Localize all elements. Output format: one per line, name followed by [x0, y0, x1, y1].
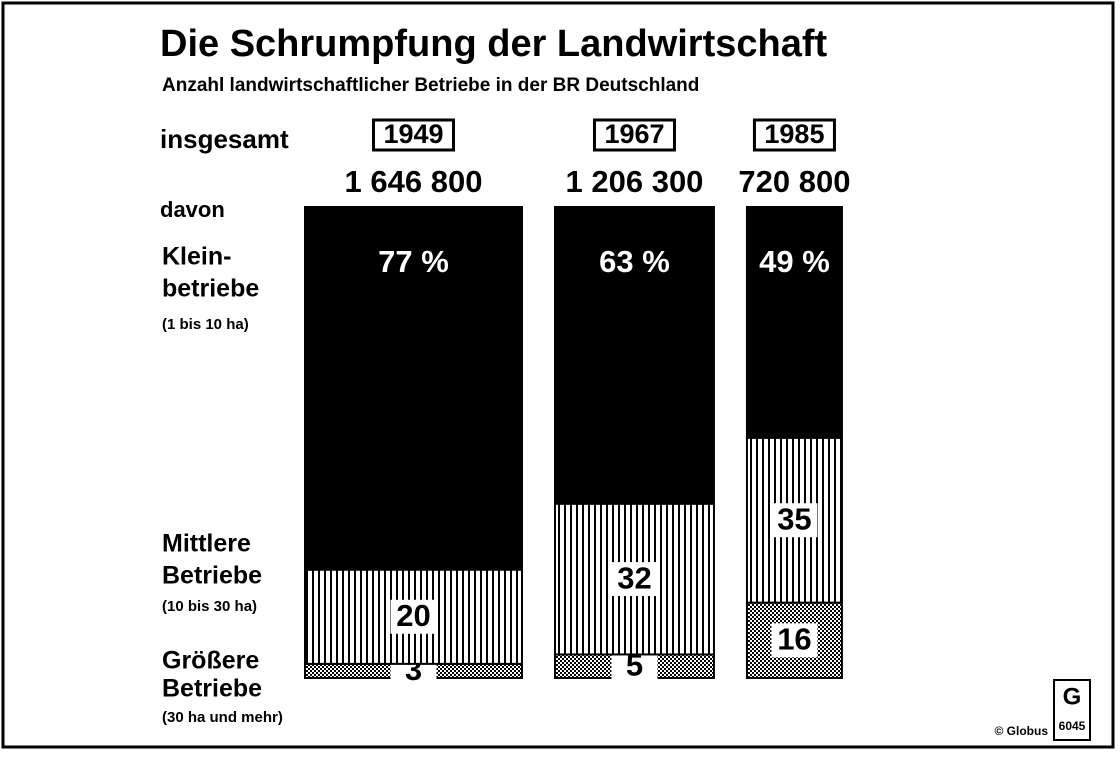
- value-label: 20: [396, 598, 430, 633]
- chart-subtitle: Anzahl landwirtschaftlicher Betriebe in …: [162, 75, 699, 96]
- source: © Globus: [994, 724, 1048, 738]
- code: 6045: [1059, 719, 1086, 733]
- value-label: 77 %: [378, 244, 449, 279]
- value-label: 32: [617, 560, 651, 595]
- x-tick-label: 1967: [604, 119, 664, 149]
- year-box: [752, 118, 836, 152]
- bar-segment: [304, 206, 523, 571]
- bar-segment: [745, 206, 843, 439]
- total-label: 720 800: [738, 164, 850, 199]
- breakdown-label: davon: [160, 197, 225, 222]
- value-label-bg: [390, 599, 437, 634]
- value-label-bg: [611, 562, 658, 597]
- value-label: 5: [626, 647, 643, 682]
- totals-label: insgesamt: [160, 124, 289, 154]
- logo: G: [1063, 683, 1082, 710]
- legend-size: (30 ha und mehr): [162, 709, 283, 726]
- x-tick-label: 1949: [383, 119, 443, 149]
- x-tick-label: 1985: [764, 119, 824, 149]
- legend-size: (1 bis 10 ha): [162, 316, 249, 333]
- legend-label: Größere: [162, 647, 259, 675]
- legend-label: betriebe: [162, 275, 259, 303]
- value-label: 16: [777, 622, 811, 657]
- value-label: 49 %: [759, 244, 830, 279]
- year-box: [372, 118, 455, 152]
- legend-size: (10 bis 30 ha): [162, 598, 257, 615]
- chart-title: Die Schrumpfung der Landwirtschaft: [160, 23, 828, 65]
- value-label: 35: [777, 501, 811, 536]
- bar-segment: [554, 206, 715, 505]
- value-label-bg: [771, 623, 818, 658]
- logo-box: [1053, 679, 1091, 741]
- value-label: 63 %: [599, 244, 670, 279]
- total-label: 1 646 800: [345, 164, 483, 199]
- legend-label: Klein-: [162, 243, 231, 271]
- legend-label: Mittlere: [162, 530, 251, 558]
- year-box: [592, 118, 676, 152]
- total-label: 1 206 300: [566, 164, 704, 199]
- legend-label: Betriebe: [162, 562, 262, 590]
- value-label-bg: [771, 503, 818, 538]
- legend-label: Betriebe: [162, 675, 262, 703]
